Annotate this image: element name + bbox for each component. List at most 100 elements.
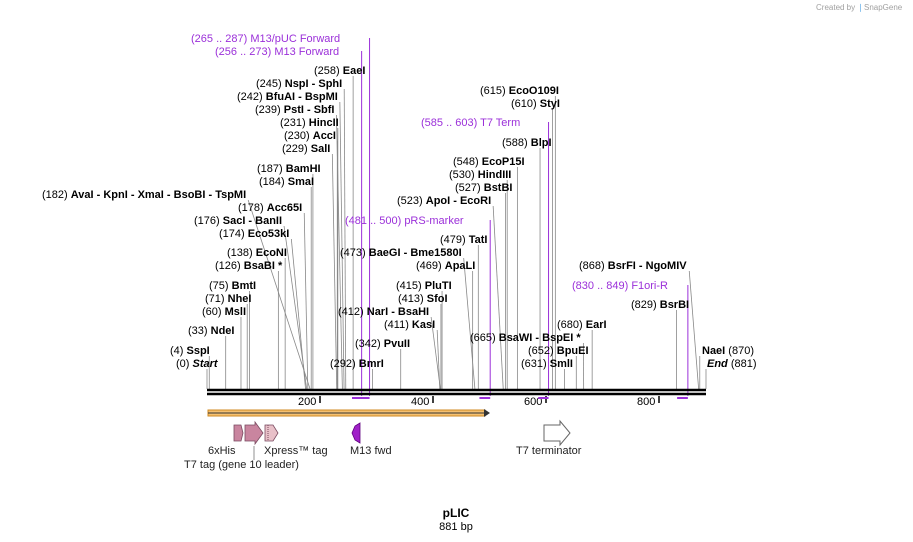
site-label: (231) HincII	[280, 117, 339, 129]
site-label: (184) SmaI	[259, 176, 314, 188]
site-name: BsaBI *	[244, 260, 283, 272]
site-label: (239) PstI - SbfI	[255, 104, 334, 116]
site-position: (881)	[728, 358, 757, 370]
primer-label: (265 .. 287) M13/pUC Forward	[191, 33, 340, 45]
site-position: (411)	[384, 319, 412, 331]
tick-800: 800	[637, 396, 655, 408]
site-position: (126)	[215, 260, 244, 272]
site-label: (411) KasI	[384, 319, 435, 331]
site-name: PvuII	[384, 338, 410, 350]
site-label: (469) ApaLI	[416, 260, 475, 272]
site-name: BstBI	[484, 182, 513, 194]
site-position: (412)	[338, 306, 367, 318]
site-name: Eco53kI	[248, 228, 290, 240]
site-label: (75) BmtI	[209, 280, 256, 292]
site-position: (138)	[227, 247, 256, 259]
site-position: (245)	[256, 78, 285, 90]
site-position: (174)	[219, 228, 248, 240]
site-name: End	[707, 358, 728, 370]
restriction-site-labels: (0) Start(4) SspI(33) NdeI(60) MslI(71) …	[42, 65, 757, 370]
site-name: Start	[193, 358, 219, 370]
site-position: (680)	[557, 319, 586, 331]
primer-label: (481 .. 500) pRS-marker	[345, 215, 464, 227]
site-position: (71)	[205, 293, 228, 305]
site-name: SfoI	[427, 293, 448, 305]
primer-label: (585 .. 603) T7 Term	[421, 117, 520, 129]
site-name: BaeGI - Bme1580I	[369, 247, 462, 259]
site-position: (292)	[330, 358, 359, 370]
snapgene-logo-icon: ❘	[857, 3, 864, 12]
site-leader-line	[492, 205, 504, 390]
site-label: (665) BsaWI - BspEI *	[470, 332, 581, 344]
site-name: NheI	[228, 293, 252, 305]
site-name: PluTI	[425, 280, 452, 292]
plasmid-name: pLIC	[443, 506, 470, 520]
t7-tag-feature-icon	[264, 424, 279, 442]
site-leader-line	[688, 270, 700, 390]
site-label: (60) MslI	[202, 306, 246, 318]
site-name: NdeI	[211, 325, 235, 337]
site-name: TatI	[469, 234, 488, 246]
site-name: HincII	[309, 117, 339, 129]
site-label: (187) BamHI	[257, 163, 321, 175]
site-position: (523)	[397, 195, 426, 207]
site-label: (174) Eco53kI	[219, 228, 289, 240]
primer-leader-lines	[361, 38, 689, 396]
6xhis-feature-icon	[233, 424, 244, 442]
site-position: (415)	[396, 280, 425, 292]
sequence-backbone	[207, 388, 706, 396]
site-name: BfuAI - BspMI	[266, 91, 338, 103]
site-position: (182)	[42, 189, 71, 201]
site-name: BamHI	[286, 163, 321, 175]
site-position: (479)	[440, 234, 469, 246]
site-position: (473)	[340, 247, 369, 259]
site-name: BmrI	[359, 358, 384, 370]
site-label: (176) SacI - BanII	[194, 215, 282, 227]
site-label: (610) StyI	[511, 98, 560, 110]
site-name: SmlI	[550, 358, 573, 370]
site-label: (342) PvuII	[355, 338, 410, 350]
site-leader-line	[463, 257, 476, 390]
site-position: (239)	[255, 104, 284, 116]
site-position: (588)	[502, 137, 531, 149]
site-label: End (881)	[707, 358, 757, 370]
site-name: AvaI - KpnI - XmaI - BsoBI - TspMI	[71, 189, 246, 201]
site-position: (230)	[284, 130, 313, 142]
site-name: BsrBI	[660, 299, 689, 311]
site-position: (176)	[194, 215, 223, 227]
site-name: NaeI	[702, 345, 725, 357]
site-name: AccI	[313, 130, 336, 142]
site-name: SacI - BanII	[223, 215, 282, 227]
site-label: (4) SspI	[170, 345, 210, 357]
site-label: NaeI (870)	[702, 345, 754, 357]
features	[233, 419, 571, 460]
site-position: (530)	[449, 169, 478, 181]
site-label: (245) NspI - SphI	[256, 78, 342, 90]
site-name: BlpI	[531, 137, 552, 149]
site-position: (413)	[398, 293, 427, 305]
site-position: (60)	[202, 306, 225, 318]
site-position: (469)	[416, 260, 445, 272]
credit-brand: SnapGene	[864, 3, 903, 12]
site-position: (610)	[511, 98, 540, 110]
site-position: (829)	[631, 299, 660, 311]
site-label: (126) BsaBI *	[215, 260, 283, 272]
site-position: (548)	[453, 156, 482, 168]
site-name: BsaWI - BspEI *	[499, 332, 582, 344]
site-label: (33) NdeI	[188, 325, 234, 337]
feature-label: T7 terminator	[516, 445, 582, 457]
site-label: (229) SalI	[282, 143, 330, 155]
site-label: (178) Acc65I	[238, 202, 302, 214]
site-position: (631)	[521, 358, 550, 370]
site-leader-line	[283, 225, 308, 390]
feature-label: 6xHis	[208, 445, 236, 457]
primer-label: (256 .. 273) M13 Forward	[215, 46, 339, 58]
site-label: (829) BsrBI	[631, 299, 689, 311]
site-name: Acc65I	[267, 202, 302, 214]
site-position: (868)	[579, 260, 608, 272]
site-name: PstI - SbfI	[284, 104, 335, 116]
site-name: SspI	[187, 345, 210, 357]
site-leader-line	[336, 114, 343, 390]
site-position: (527)	[455, 182, 484, 194]
site-position: (342)	[355, 338, 384, 350]
